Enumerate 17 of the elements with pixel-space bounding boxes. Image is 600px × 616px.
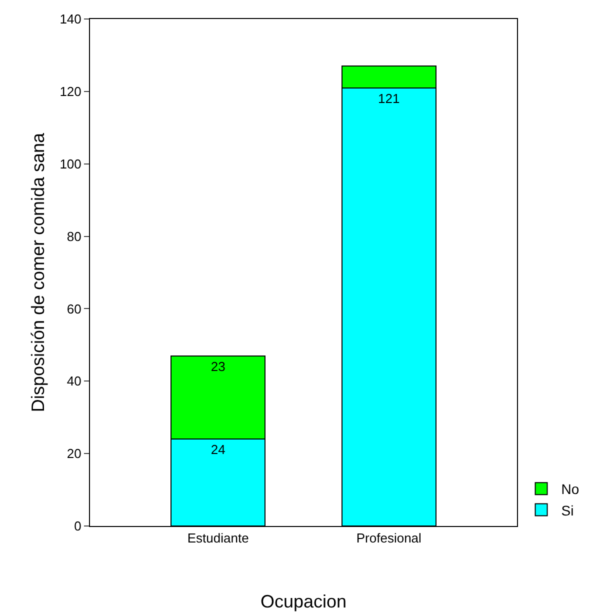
y-tick-label: 140: [60, 12, 82, 27]
y-axis-title: Disposición de comer comida sana: [28, 132, 48, 412]
y-tick-label: 60: [66, 301, 82, 316]
y-tick-label: 80: [66, 228, 82, 244]
y-tick-label: 20: [66, 446, 82, 462]
y-tick-label: 120: [60, 84, 82, 99]
x-axis-title: Ocupacion: [260, 592, 347, 612]
y-tick-label: 40: [66, 374, 82, 389]
y-tick-label: 0: [74, 518, 82, 534]
data-label: 121: [378, 90, 400, 106]
x-tick-label: Profesional: [356, 530, 422, 546]
legend-label: Si: [561, 502, 574, 518]
x-tick-label: Estudiante: [187, 530, 249, 546]
legend-label: No: [561, 481, 580, 498]
data-label: 23: [210, 358, 226, 374]
data-label: 24: [210, 442, 226, 458]
y-tick-label: 100: [60, 156, 82, 172]
